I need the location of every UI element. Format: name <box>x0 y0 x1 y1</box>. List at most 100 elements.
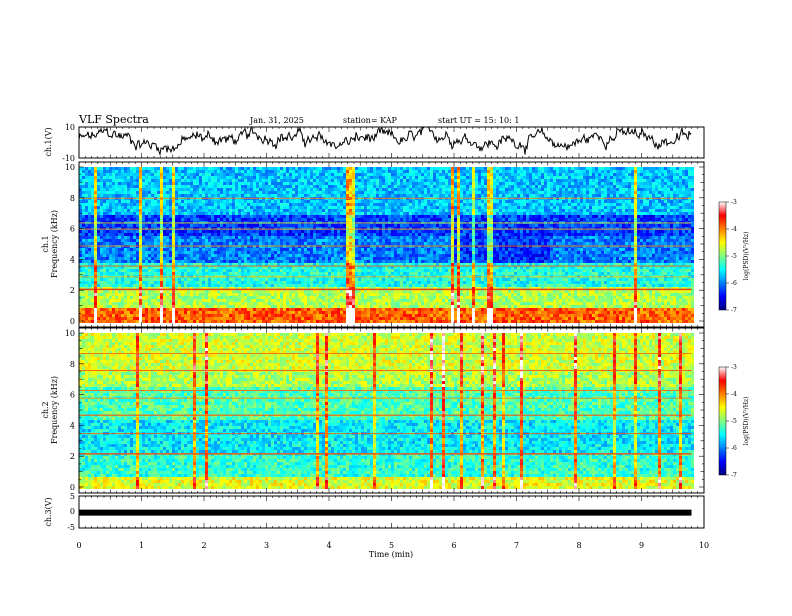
spectro-cell <box>223 269 226 272</box>
spectro-cell <box>352 260 355 263</box>
spectro-cell <box>259 185 262 188</box>
spectro-cell <box>229 293 232 296</box>
spectro-cell <box>280 203 283 206</box>
spectro-cell <box>355 176 358 179</box>
spectro-cell <box>100 281 103 284</box>
spectro-cell <box>181 284 184 287</box>
spectro-cell <box>361 302 364 305</box>
spectro-cell <box>283 230 286 233</box>
spectro-cell <box>325 176 328 179</box>
spectro-cell <box>193 257 196 260</box>
spectro-cell <box>115 314 118 317</box>
spectro-cell <box>334 194 337 197</box>
spectro-cell <box>151 299 154 302</box>
spectro-cell <box>256 236 259 239</box>
spectro-cell <box>247 236 250 239</box>
spectro-cell <box>169 293 172 296</box>
spectro-cell <box>289 317 292 320</box>
spectro-cell <box>208 299 211 302</box>
spectro-cell <box>322 320 325 323</box>
spectro-cell <box>217 194 220 197</box>
spectro-cell <box>322 248 325 251</box>
spectro-cell <box>142 302 145 305</box>
spectro-cell <box>364 218 367 221</box>
spectro-cell <box>190 206 193 209</box>
spectro-cell <box>130 302 133 305</box>
spectro-cell <box>154 263 157 266</box>
spectro-cell <box>301 176 304 179</box>
spectro-cell <box>256 254 259 257</box>
spectro-cell <box>313 209 316 212</box>
spectro-cell <box>226 218 229 221</box>
spectro-cell <box>145 260 148 263</box>
spectro-cell <box>208 296 211 299</box>
spectro-cell <box>247 209 250 212</box>
spectro-cell <box>88 305 91 308</box>
spectro-cell <box>199 203 202 206</box>
spectro-cell <box>250 317 253 320</box>
spectro-cell <box>274 299 277 302</box>
spectro-cell <box>328 296 331 299</box>
spectro-cell <box>352 173 355 176</box>
spectro-cell <box>253 305 256 308</box>
spectro-cell <box>217 254 220 257</box>
spectro-cell <box>226 242 229 245</box>
spectro-cell <box>88 278 91 281</box>
spectro-cell <box>190 203 193 206</box>
spectro-cell <box>241 191 244 194</box>
spectro-cell <box>262 194 265 197</box>
spectro-cell <box>142 317 145 320</box>
spectro-cell <box>160 191 163 194</box>
spectro-cell <box>304 257 307 260</box>
spectro-cell <box>277 215 280 218</box>
spectro-cell <box>349 254 352 257</box>
spectro-cell <box>169 260 172 263</box>
spectro-cell <box>106 194 109 197</box>
spectro-cell <box>85 317 88 320</box>
spectro-cell <box>205 314 208 317</box>
spectro-cell <box>109 254 112 257</box>
spectro-cell <box>85 272 88 275</box>
spectro-cell <box>304 269 307 272</box>
spectro-cell <box>97 317 100 320</box>
spectro-cell <box>181 218 184 221</box>
spectro-cell <box>205 242 208 245</box>
spectro-cell <box>301 242 304 245</box>
spectro-cell <box>232 203 235 206</box>
spectro-cell <box>301 257 304 260</box>
spectro-cell <box>124 254 127 257</box>
spectro-cell <box>226 269 229 272</box>
spectro-cell <box>355 290 358 293</box>
spectro-cell <box>259 230 262 233</box>
spectro-cell <box>217 305 220 308</box>
spectro-cell <box>208 200 211 203</box>
spectro-cell <box>265 239 268 242</box>
spectro-cell <box>256 239 259 242</box>
spectro-cell <box>175 185 178 188</box>
spectro-cell <box>241 185 244 188</box>
spectro-cell <box>235 230 238 233</box>
spectro-cell <box>148 200 151 203</box>
spectro-cell <box>358 230 361 233</box>
spectro-cell <box>304 212 307 215</box>
spectro-cell <box>262 179 265 182</box>
spectro-cell <box>142 206 145 209</box>
spectro-cell <box>166 314 169 317</box>
spectro-cell <box>334 293 337 296</box>
spectro-cell <box>235 257 238 260</box>
spectro-cell <box>253 215 256 218</box>
spectro-cell <box>88 248 91 251</box>
spectro-cell <box>286 185 289 188</box>
spectro-cell <box>307 233 310 236</box>
spectro-cell <box>163 257 166 260</box>
spectro-cell <box>271 206 274 209</box>
spectro-cell <box>301 263 304 266</box>
spectro-cell <box>241 182 244 185</box>
spectro-cell <box>214 194 217 197</box>
spectro-cell <box>208 254 211 257</box>
spectro-cell <box>133 182 136 185</box>
spectro-cell <box>253 191 256 194</box>
spectro-cell <box>187 308 190 311</box>
spectro-cell <box>133 167 136 170</box>
spectro-cell <box>151 311 154 314</box>
